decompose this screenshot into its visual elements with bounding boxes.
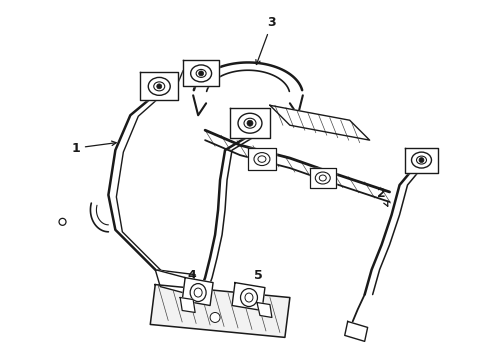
Circle shape bbox=[210, 312, 220, 323]
Polygon shape bbox=[182, 278, 213, 306]
Polygon shape bbox=[404, 148, 438, 173]
Polygon shape bbox=[269, 105, 369, 140]
Ellipse shape bbox=[196, 69, 205, 77]
Ellipse shape bbox=[411, 152, 430, 168]
Ellipse shape bbox=[194, 288, 202, 297]
Ellipse shape bbox=[416, 156, 426, 164]
Ellipse shape bbox=[244, 293, 252, 302]
Ellipse shape bbox=[258, 156, 265, 162]
Polygon shape bbox=[309, 168, 335, 188]
Circle shape bbox=[198, 71, 203, 76]
Ellipse shape bbox=[153, 82, 164, 91]
Ellipse shape bbox=[238, 113, 262, 133]
Ellipse shape bbox=[244, 118, 255, 128]
Text: 3: 3 bbox=[255, 16, 276, 64]
Ellipse shape bbox=[190, 65, 211, 82]
Ellipse shape bbox=[315, 172, 329, 184]
Polygon shape bbox=[150, 285, 289, 337]
Ellipse shape bbox=[190, 284, 205, 302]
Polygon shape bbox=[183, 60, 219, 86]
Ellipse shape bbox=[240, 289, 257, 306]
Text: 5: 5 bbox=[252, 269, 262, 291]
Circle shape bbox=[246, 120, 252, 126]
Ellipse shape bbox=[253, 153, 269, 166]
Circle shape bbox=[157, 84, 162, 89]
Polygon shape bbox=[344, 321, 367, 341]
Circle shape bbox=[418, 158, 423, 163]
Polygon shape bbox=[232, 283, 264, 310]
Text: 4: 4 bbox=[187, 269, 198, 288]
Polygon shape bbox=[256, 302, 271, 318]
Polygon shape bbox=[247, 148, 275, 170]
Text: 1: 1 bbox=[71, 141, 116, 155]
Polygon shape bbox=[155, 270, 190, 294]
Circle shape bbox=[59, 219, 66, 225]
Polygon shape bbox=[140, 72, 178, 100]
Ellipse shape bbox=[319, 175, 325, 181]
Polygon shape bbox=[180, 298, 195, 312]
Ellipse shape bbox=[148, 77, 170, 95]
Polygon shape bbox=[229, 108, 269, 138]
Text: 2: 2 bbox=[376, 188, 387, 206]
